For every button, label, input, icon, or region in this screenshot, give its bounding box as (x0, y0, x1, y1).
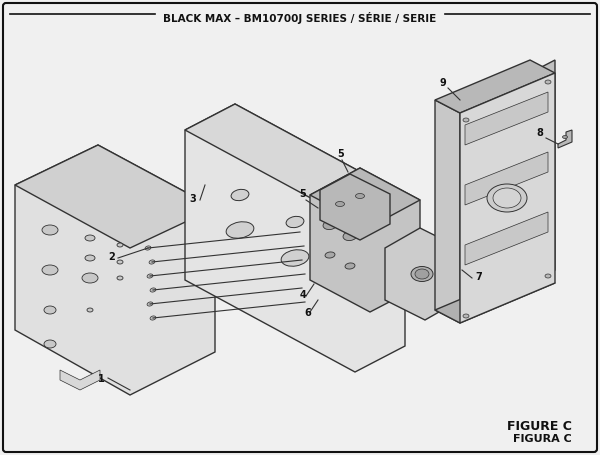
Ellipse shape (117, 243, 123, 247)
Text: FIGURE C: FIGURE C (507, 420, 572, 433)
Ellipse shape (297, 230, 303, 234)
Ellipse shape (44, 306, 56, 314)
Ellipse shape (82, 273, 98, 283)
Ellipse shape (415, 269, 429, 279)
Text: 9: 9 (439, 78, 446, 88)
Polygon shape (385, 228, 460, 320)
Polygon shape (185, 104, 405, 372)
Polygon shape (15, 145, 215, 395)
Ellipse shape (563, 136, 568, 138)
Ellipse shape (150, 316, 156, 320)
Ellipse shape (334, 278, 362, 294)
Ellipse shape (44, 340, 56, 348)
Polygon shape (60, 370, 100, 390)
Ellipse shape (149, 260, 155, 264)
Polygon shape (465, 152, 548, 205)
Polygon shape (558, 130, 572, 148)
Text: FIGURA C: FIGURA C (513, 434, 572, 444)
Polygon shape (435, 60, 555, 113)
Text: 2: 2 (108, 252, 115, 262)
Ellipse shape (117, 276, 123, 280)
Text: BLACK MAX – BM10700J SERIES / SÉRIE / SERIE: BLACK MAX – BM10700J SERIES / SÉRIE / SE… (163, 12, 437, 24)
Ellipse shape (147, 274, 153, 278)
Ellipse shape (299, 286, 305, 290)
Ellipse shape (545, 80, 551, 84)
Text: 5: 5 (299, 189, 307, 199)
Ellipse shape (226, 222, 254, 238)
Text: 7: 7 (475, 272, 482, 282)
Ellipse shape (281, 250, 309, 266)
Ellipse shape (545, 274, 551, 278)
Ellipse shape (325, 252, 335, 258)
Polygon shape (435, 100, 460, 323)
Ellipse shape (145, 246, 151, 250)
Ellipse shape (302, 272, 308, 276)
Ellipse shape (42, 225, 58, 235)
Polygon shape (310, 168, 420, 227)
Ellipse shape (493, 188, 521, 208)
Ellipse shape (150, 288, 156, 292)
Ellipse shape (231, 189, 249, 201)
Polygon shape (435, 270, 555, 323)
Ellipse shape (323, 220, 337, 230)
Polygon shape (185, 104, 405, 222)
Text: 5: 5 (338, 149, 344, 159)
Text: 6: 6 (305, 308, 311, 318)
Text: 1: 1 (98, 374, 105, 384)
Ellipse shape (345, 263, 355, 269)
Polygon shape (310, 168, 420, 312)
Polygon shape (530, 60, 555, 283)
Ellipse shape (463, 314, 469, 318)
Ellipse shape (85, 255, 95, 261)
Ellipse shape (487, 184, 527, 212)
Ellipse shape (85, 235, 95, 241)
Polygon shape (15, 145, 215, 248)
Ellipse shape (411, 267, 433, 282)
Text: 3: 3 (189, 194, 196, 204)
Ellipse shape (355, 193, 365, 198)
Ellipse shape (117, 260, 123, 264)
Ellipse shape (463, 118, 469, 122)
Ellipse shape (286, 217, 304, 228)
Text: 8: 8 (536, 128, 543, 138)
Polygon shape (320, 174, 390, 240)
Polygon shape (460, 73, 555, 323)
Polygon shape (465, 92, 548, 145)
Ellipse shape (335, 202, 344, 207)
Ellipse shape (302, 300, 308, 304)
Ellipse shape (343, 232, 357, 241)
Ellipse shape (87, 308, 93, 312)
Ellipse shape (42, 265, 58, 275)
Text: 4: 4 (299, 290, 307, 300)
Ellipse shape (147, 302, 153, 306)
Ellipse shape (301, 244, 307, 248)
Polygon shape (465, 212, 548, 265)
Ellipse shape (339, 244, 357, 256)
Ellipse shape (299, 258, 305, 262)
